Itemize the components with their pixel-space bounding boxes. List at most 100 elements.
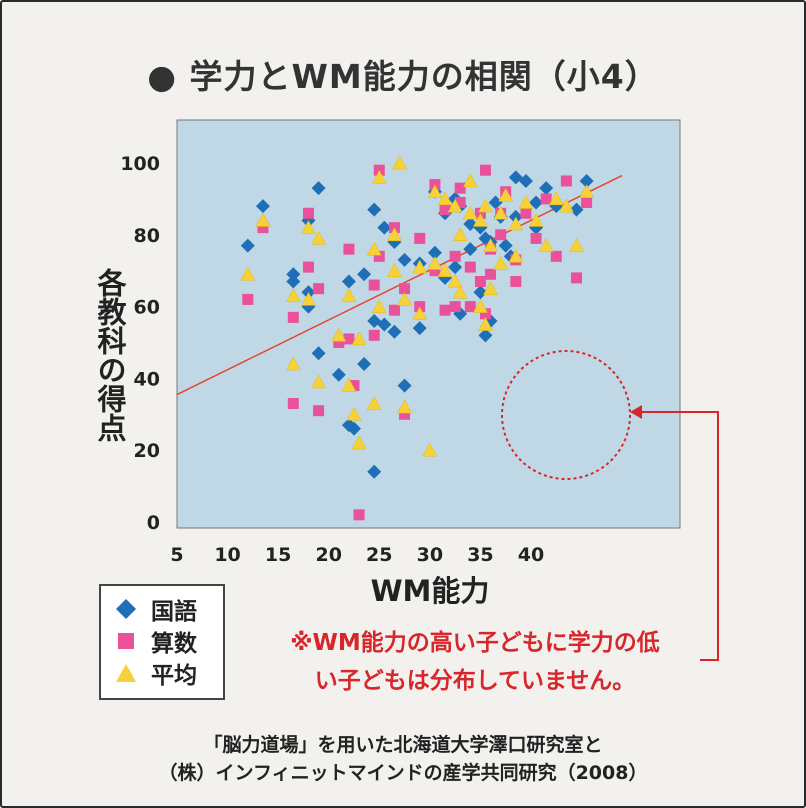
data-point-triangle [371, 169, 387, 184]
data-point-triangle [462, 205, 478, 220]
data-point-diamond [311, 346, 326, 361]
arrow-head-icon [630, 405, 642, 419]
data-point-triangle [311, 374, 327, 389]
data-point-square [399, 283, 411, 295]
x-tick-label: 15 [265, 544, 291, 566]
data-point-diamond [367, 202, 382, 217]
data-point-diamond [412, 321, 427, 336]
data-point-triangle [462, 173, 478, 188]
data-point-triangle [351, 331, 367, 346]
data-point-triangle [301, 220, 316, 234]
data-point-square [439, 304, 451, 316]
x-tick-label: 20 [315, 544, 341, 566]
data-point-diamond [377, 317, 392, 332]
x-tick-label: 40 [518, 544, 544, 566]
data-point-square [540, 193, 552, 205]
data-point-square [353, 509, 365, 521]
data-point-triangle [447, 273, 463, 288]
data-point-square [454, 182, 466, 194]
data-point-triangle [538, 238, 554, 252]
data-point-square [302, 261, 314, 273]
data-point-triangle [255, 212, 271, 227]
y-tick-label: 100 [120, 153, 160, 175]
y-tick-label: 0 [147, 512, 160, 534]
data-point-triangle [437, 191, 453, 206]
data-point-square [287, 398, 299, 410]
data-point-triangle [437, 263, 453, 277]
x-tick-label: 35 [467, 544, 493, 566]
data-point-triangle [341, 288, 357, 303]
data-point-diamond [498, 238, 513, 253]
data-point-square [333, 337, 345, 348]
data-point-square [449, 250, 461, 262]
x-tick-label: 30 [417, 544, 443, 566]
data-point-square [510, 275, 522, 287]
credit-line-1: 「脳力道場」を用いた北海道大学澤口研究室と [203, 734, 603, 756]
data-point-diamond [357, 357, 372, 372]
data-point-diamond [488, 195, 503, 210]
data-point-square [313, 283, 325, 295]
x-tick-label: 5 [170, 544, 183, 566]
data-point-triangle [412, 306, 428, 321]
y-tick-label: 20 [134, 440, 160, 462]
highlight-circle [501, 350, 631, 480]
y-axis-label: 各教科の得点 [93, 268, 127, 442]
data-point-triangle [483, 238, 498, 252]
data-point-diamond [341, 274, 356, 289]
data-point-triangle [579, 184, 595, 198]
data-point-diamond [427, 245, 442, 260]
data-point-triangle [483, 281, 498, 295]
data-point-triangle [478, 198, 493, 213]
data-point-triangle [366, 241, 382, 256]
y-tick-label: 80 [134, 225, 160, 247]
data-point-triangle [331, 327, 347, 342]
chart-title: ● 学力とWM能力の相関（小4） [147, 57, 659, 96]
data-point-triangle [392, 155, 407, 170]
data-point-square [399, 408, 411, 420]
data-point-triangle [351, 435, 367, 450]
data-point-square [464, 261, 476, 273]
data-point-triangle [548, 191, 564, 206]
data-point-triangle [493, 205, 509, 220]
x-tick-label: 10 [214, 544, 240, 566]
data-point-square [257, 222, 269, 234]
data-point-triangle [422, 442, 438, 457]
data-point-diamond [387, 324, 402, 339]
legend-label: 算数 [151, 631, 197, 657]
data-point-diamond [579, 173, 594, 188]
data-point-triangle [397, 291, 412, 306]
data-point-square [474, 275, 486, 287]
data-point-diamond [311, 181, 326, 196]
data-point-triangle [498, 187, 514, 202]
data-point-triangle [301, 291, 316, 306]
square-icon [118, 633, 134, 649]
legend-item-average: 平均 [115, 658, 197, 689]
y-tick-label: 40 [134, 368, 160, 390]
data-point-triangle [528, 212, 544, 227]
data-point-square [368, 279, 380, 291]
data-point-square [571, 272, 583, 284]
triangle-icon [116, 664, 136, 682]
data-point-square [479, 164, 491, 176]
annotation-leader-line [640, 411, 719, 661]
annotation-line-2: い子どもは分布していません。 [314, 668, 636, 694]
data-point-triangle [447, 198, 463, 213]
data-point-diamond [463, 242, 478, 257]
data-point-triangle [452, 284, 468, 299]
data-point-square [454, 196, 466, 208]
data-point-square [242, 293, 254, 305]
data-point-diamond [377, 220, 392, 235]
data-point-square [581, 196, 593, 208]
data-point-diamond [569, 202, 584, 217]
data-point-diamond [367, 464, 382, 479]
data-point-square [439, 204, 451, 216]
data-point-square [495, 229, 507, 241]
x-axis-label: WM能力 [370, 574, 490, 608]
data-point-triangle [285, 356, 301, 371]
data-point-triangle [569, 238, 584, 252]
legend: 国語 算数 平均 [99, 584, 225, 700]
data-point-diamond [473, 285, 488, 300]
data-point-square [343, 243, 355, 255]
